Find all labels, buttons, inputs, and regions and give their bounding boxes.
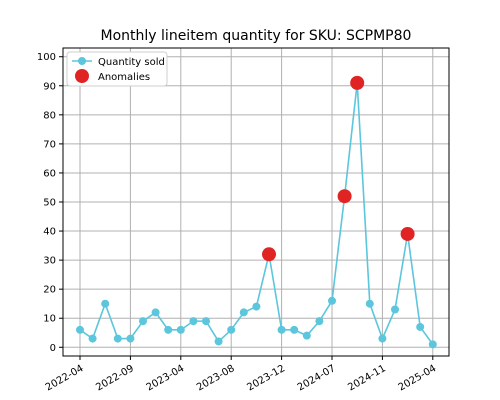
data-point — [88, 334, 97, 343]
data-point — [416, 322, 425, 331]
data-point — [277, 325, 286, 334]
data-point — [365, 299, 374, 308]
y-tick-label: 30 — [43, 256, 56, 267]
data-point — [176, 325, 185, 334]
legend-label-anomalies: Anomalies — [98, 72, 150, 83]
y-tick-label: 60 — [43, 168, 56, 179]
x-tick-label: 2023-08 — [195, 363, 237, 393]
y-tick-label: 50 — [43, 198, 56, 209]
series-layer — [76, 75, 437, 349]
chart-title: Monthly lineitem quantity for SKU: SCPMP… — [101, 28, 412, 44]
data-point — [290, 325, 299, 334]
anomaly-point — [337, 189, 352, 204]
data-point — [101, 299, 110, 308]
y-tick-label: 20 — [43, 285, 56, 296]
axes: 0 10 20 30 40 50 60 70 80 90 100 2022-04 2022-09 2023… — [37, 47, 450, 393]
data-point — [202, 317, 210, 326]
data-point — [76, 325, 84, 334]
y-tick-label: 10 — [43, 314, 56, 325]
y-tick-label: 90 — [43, 81, 56, 92]
anomaly-point — [350, 75, 365, 90]
data-point — [252, 302, 261, 311]
y-tick-label: 80 — [43, 110, 56, 121]
data-point — [113, 334, 122, 343]
data-point — [164, 325, 173, 334]
data-point — [214, 337, 223, 346]
data-point — [391, 305, 399, 314]
anomaly-point — [400, 226, 415, 241]
data-point — [378, 334, 387, 343]
x-tick-label: 2024-11 — [346, 363, 388, 393]
data-point — [315, 317, 324, 326]
x-tick-label: 2023-04 — [145, 363, 187, 393]
data-point — [151, 308, 160, 317]
anomaly-point — [262, 247, 276, 262]
data-point — [189, 317, 198, 326]
y-tick-label: 0 — [50, 343, 56, 354]
y-tick-label: 100 — [37, 52, 56, 63]
y-tick-label: 40 — [43, 227, 56, 238]
data-point — [139, 317, 147, 326]
data-point — [239, 308, 248, 317]
x-tick-label: 2024-07 — [296, 363, 338, 393]
data-point — [126, 334, 135, 343]
legend-label-quantity: Quantity sold — [98, 57, 165, 68]
x-tick-label: 2025-04 — [397, 363, 439, 393]
data-point — [227, 325, 236, 334]
x-tick-label: 2023-12 — [245, 363, 287, 393]
x-tick-label: 2022-09 — [94, 363, 136, 393]
data-point — [428, 340, 437, 349]
legend: Quantity sold Anomalies — [66, 51, 168, 87]
data-point — [302, 331, 311, 340]
x-tick-label: 2022-04 — [44, 363, 86, 393]
legend-point-marker — [78, 57, 86, 65]
y-tick-label: 70 — [43, 139, 56, 150]
legend-anomaly-marker — [75, 69, 89, 83]
data-point — [328, 296, 336, 305]
